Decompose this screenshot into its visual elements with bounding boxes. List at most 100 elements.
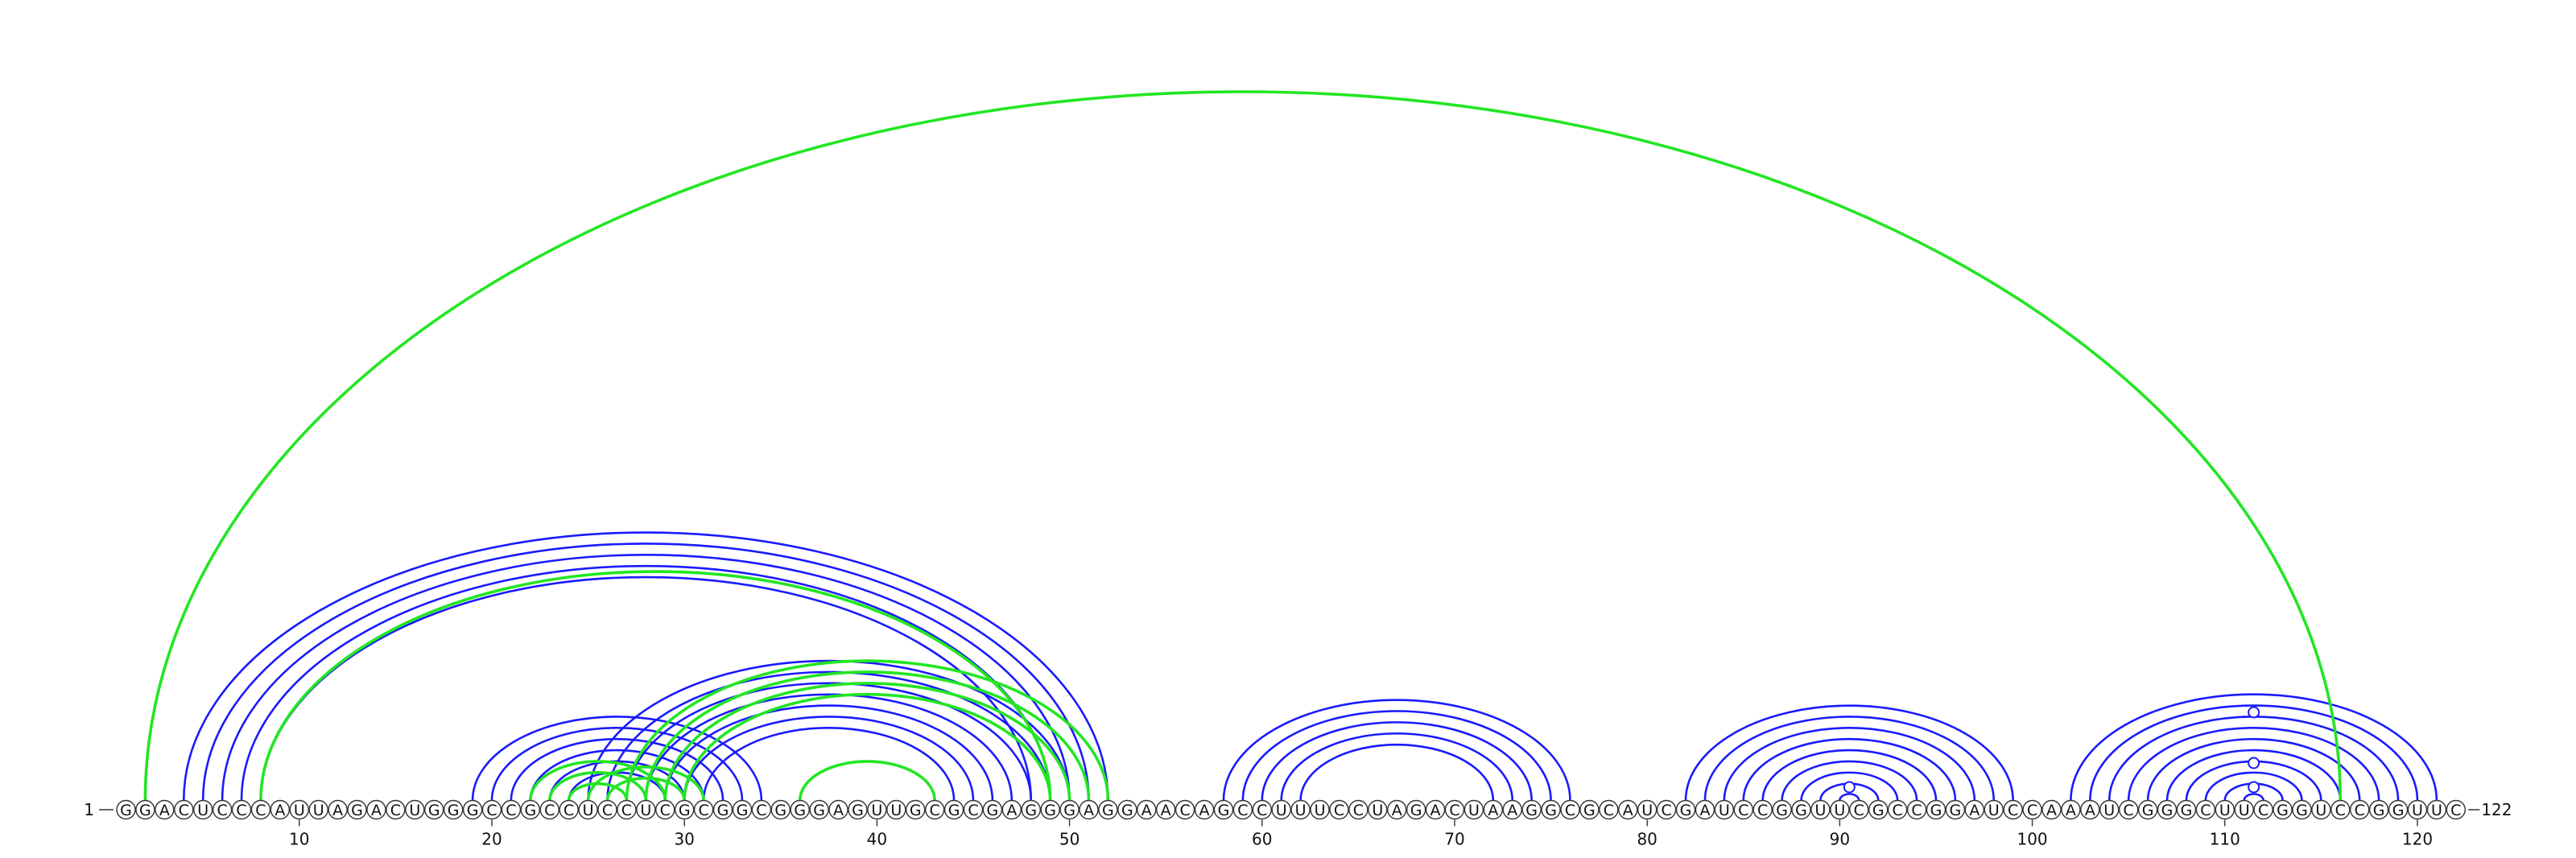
- nucleotide-circle: [1579, 799, 1600, 820]
- nucleotide-circle: [2137, 799, 2158, 820]
- nucleotide: G: [674, 799, 695, 820]
- nucleotide: G: [2368, 799, 2389, 820]
- nucleotide-letter: G: [1025, 802, 1037, 819]
- nucleotide-letter: C: [255, 802, 266, 819]
- nucleotide-circle: [2003, 799, 2023, 820]
- nucleotide-circle: [174, 799, 194, 820]
- nucleotide-letter: G: [987, 802, 999, 819]
- nucleotide: A: [1425, 799, 1446, 820]
- reference-base-pair-arc: [645, 693, 1013, 801]
- nucleotide: C: [2350, 799, 2370, 820]
- nucleotide-letter: C: [2124, 802, 2134, 819]
- nucleotide-letter: A: [1507, 802, 1517, 819]
- nucleotide: C: [2003, 799, 2023, 820]
- nucleotide-letter: U: [583, 802, 594, 819]
- nucleotide-circle: [1001, 799, 1022, 820]
- predicted-base-pair-arc: [625, 659, 1110, 801]
- nucleotide-circle: [1810, 799, 1831, 820]
- nucleotide: A: [270, 799, 291, 820]
- nucleotide-letter: C: [1449, 802, 1459, 819]
- nucleotide-letter: A: [1699, 802, 1710, 819]
- nucleotide-letter: G: [794, 802, 806, 819]
- nucleotide-letter: U: [1315, 802, 1326, 819]
- reference-base-pair-arc: [587, 659, 1071, 801]
- nucleotide: G: [2273, 799, 2293, 820]
- nucleotide-circle: [2234, 799, 2254, 820]
- nucleotide: U: [1310, 799, 1330, 820]
- nucleotide-circle: [2330, 799, 2351, 820]
- nucleotide-letter: U: [294, 802, 305, 819]
- nucleotide-letter: A: [2085, 802, 2095, 819]
- nucleotide-circle: [289, 799, 309, 820]
- nucleotide-letter: G: [351, 802, 363, 819]
- nucleotide-circle: [2176, 799, 2197, 820]
- nucleotide-letter: C: [929, 802, 939, 819]
- nucleotide: G: [848, 799, 868, 820]
- nucleotide: G: [116, 799, 136, 820]
- nucleotide-circle: [982, 799, 1003, 820]
- nucleotide-circle: [2273, 799, 2293, 820]
- nucleotide-letter: A: [1623, 802, 1633, 819]
- nucleotide-circle: [578, 799, 598, 820]
- nucleotide-letter: U: [1988, 802, 2000, 819]
- nucleotide: G: [1541, 799, 1561, 820]
- reference-base-pair-arc: [1723, 727, 1976, 801]
- nucleotide-circle: [1387, 799, 1407, 820]
- nucleotide: U: [578, 799, 598, 820]
- reference-base-pair-arc: [625, 682, 1033, 801]
- nucleotide-letter: C: [660, 802, 671, 819]
- nucleotide-letter: C: [544, 802, 555, 819]
- nucleotide: U: [2426, 799, 2447, 820]
- axis-tick-label: 70: [1444, 830, 1464, 849]
- nucleotide: C: [250, 799, 271, 820]
- nucleotide-circle: [2099, 799, 2120, 820]
- nucleotide: U: [1810, 799, 1831, 820]
- nucleotide-letter: G: [737, 802, 749, 819]
- nucleotide-circle: [1483, 799, 1504, 820]
- nucleotide-letter: C: [1257, 802, 1267, 819]
- nucleotide-circle: [1444, 799, 1465, 820]
- nucleotide: G: [443, 799, 464, 820]
- predicted-base-pair-arc: [605, 776, 686, 801]
- nucleotide-circle: [1752, 799, 1773, 820]
- nucleotide-letter: C: [1334, 802, 1344, 819]
- nucleotide-letter: G: [774, 802, 786, 819]
- nucleotide-letter: U: [1295, 802, 1307, 819]
- nucleotide-letter: A: [1392, 802, 1402, 819]
- reference-base-pair-arc: [1800, 771, 1899, 801]
- nucleotide-circle: [1695, 799, 1715, 820]
- nucleotide: G: [1213, 799, 1234, 820]
- reference-base-pair-arc: [201, 542, 1090, 801]
- reference-base-pair-arc: [1684, 704, 2014, 801]
- nucleotide: A: [155, 799, 175, 820]
- nucleotide-letter: G: [1950, 802, 1962, 819]
- nucleotide-letter: G: [1583, 802, 1596, 819]
- nucleotide-circle: [501, 799, 522, 820]
- nucleotide: C: [617, 799, 637, 820]
- nucleotide-circle: [2292, 799, 2312, 820]
- nucleotide: G: [2137, 799, 2158, 820]
- nucleotide-circle: [2311, 799, 2331, 820]
- nucleotide-letter: C: [1911, 802, 1922, 819]
- nucleotide-letter: U: [1276, 802, 1287, 819]
- nucleotide: G: [906, 799, 926, 820]
- nucleotide-letter: G: [2161, 802, 2174, 819]
- nucleotide-circle: [1926, 799, 1946, 820]
- nucleotide: G: [943, 799, 964, 820]
- predicted-base-pair-arc: [547, 771, 648, 801]
- nucleotide-circle: [155, 799, 175, 820]
- nucleotide-circle: [1675, 799, 1696, 820]
- nucleotide-circle: [770, 799, 791, 820]
- loop-marker: [2248, 706, 2260, 719]
- nucleotide-letter: U: [2412, 802, 2423, 819]
- marker-layer: [1843, 706, 2260, 794]
- nucleotide: G: [1521, 799, 1542, 820]
- nucleotide-circle: [520, 799, 541, 820]
- predicted-base-pair-arc: [529, 760, 667, 801]
- nucleotide: C: [231, 799, 252, 820]
- nucleotide-circle: [1656, 799, 1677, 820]
- nucleotide-letter: A: [2046, 802, 2057, 819]
- nucleotide-letter: C: [236, 802, 246, 819]
- nucleotide-letter: G: [1102, 802, 1114, 819]
